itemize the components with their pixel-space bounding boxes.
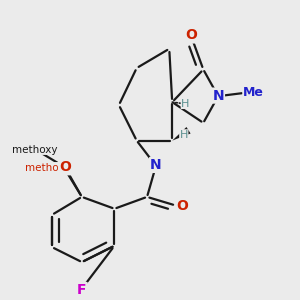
Text: N: N [212,88,224,103]
Text: H: H [180,130,188,140]
Text: Me: Me [243,86,264,99]
Text: O: O [177,199,188,213]
Text: methoxy: methoxy [12,145,57,154]
Text: N: N [150,158,162,172]
Polygon shape [172,127,190,141]
Text: O: O [185,28,197,43]
Text: O: O [59,160,71,174]
Text: H: H [181,99,190,109]
Text: F: F [77,283,87,297]
Text: methoxy: methoxy [25,163,70,173]
